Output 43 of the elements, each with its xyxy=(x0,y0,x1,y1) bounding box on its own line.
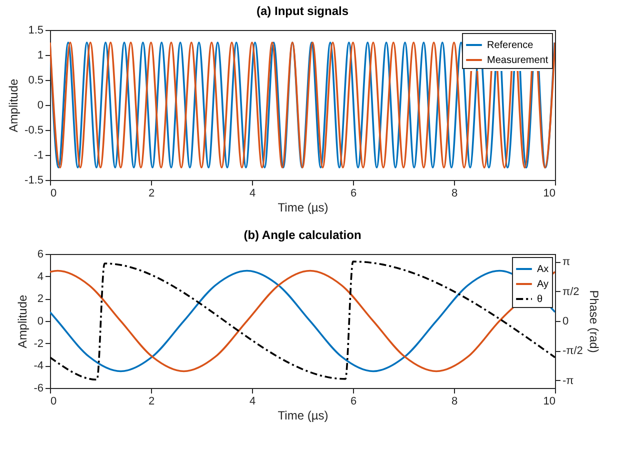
chart-title: (b) Angle calculation xyxy=(244,228,362,242)
x-tick-label: 6 xyxy=(350,396,357,408)
x-tick-label: 10 xyxy=(543,188,556,200)
legend-label: θ xyxy=(537,294,543,305)
x-axis-title: Time (µs) xyxy=(278,408,328,422)
y-tick-label: 6 xyxy=(37,248,44,260)
chart-title: (a) Input signals xyxy=(256,4,349,18)
y-tick-label: 1.5 xyxy=(28,24,44,36)
x-tick-label: 0 xyxy=(50,188,57,200)
legend-label: Reference xyxy=(487,40,534,51)
x-tick-label: 2 xyxy=(148,396,155,408)
x-tick-label: 10 xyxy=(543,396,556,408)
x-tick-label: 8 xyxy=(451,396,458,408)
y-tick-label: -2 xyxy=(34,338,44,350)
y2-tick-label: -π/2 xyxy=(562,345,583,358)
y-tick-label: -0.5 xyxy=(24,124,44,136)
y-axis-title: Amplitude xyxy=(6,78,21,132)
legend-label: Ax xyxy=(537,264,549,275)
y-tick-label: -4 xyxy=(34,360,44,372)
x-tick-label: 0 xyxy=(50,396,57,408)
y-tick-label: 1 xyxy=(37,50,44,62)
y-tick-label: -6 xyxy=(34,382,44,394)
x-tick-label: 4 xyxy=(249,188,256,200)
x-tick-label: 4 xyxy=(249,396,256,408)
y2-tick-label: π/2 xyxy=(562,286,580,298)
legend-label: Measurement xyxy=(487,55,548,66)
y-tick-label: 0.5 xyxy=(28,74,44,86)
x-axis-title: Time (µs) xyxy=(278,200,328,214)
x-tick-label: 2 xyxy=(148,188,155,200)
y-tick-label: 0 xyxy=(37,100,44,112)
y2-tick-label: -π xyxy=(562,374,574,387)
y2-tick-label: 0 xyxy=(562,316,569,328)
y2-tick-label: π xyxy=(562,256,570,268)
x-tick-label: 6 xyxy=(350,188,357,200)
legend-label: Ay xyxy=(537,279,548,290)
y-tick-label: 0 xyxy=(37,316,44,328)
x-tick-label: 8 xyxy=(451,188,458,200)
y2-axis-title: Phase (rad) xyxy=(586,290,601,353)
y-tick-label: 2 xyxy=(37,293,44,306)
y-tick-label: 4 xyxy=(37,270,44,283)
y-axis-title: Amplitude xyxy=(16,294,30,348)
y-tick-label: -1.5 xyxy=(24,174,44,186)
y-tick-label: -1 xyxy=(34,150,44,162)
